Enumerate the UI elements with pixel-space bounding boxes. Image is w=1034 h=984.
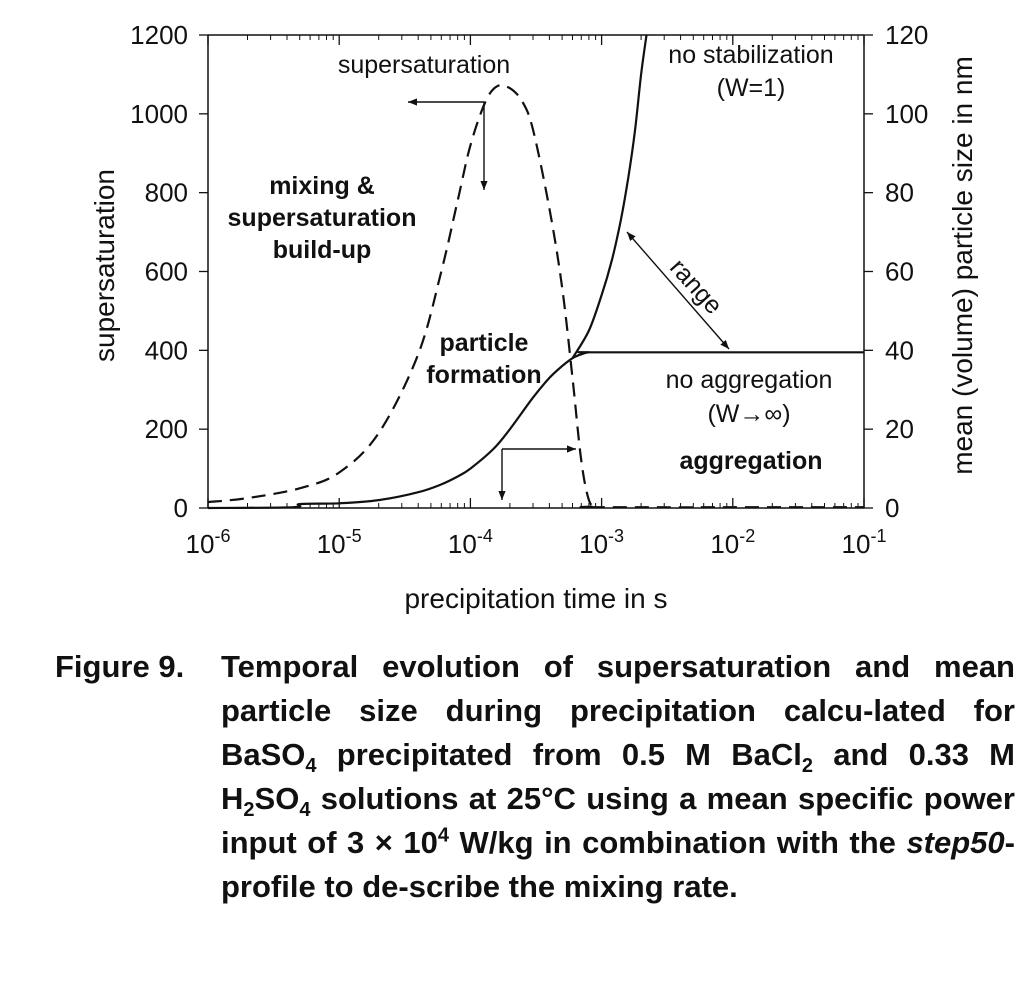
caption-part: 2 <box>243 799 255 822</box>
annotation-supersaturation: supersaturation <box>338 51 510 79</box>
y-left-tick-label: 1200 <box>130 20 188 50</box>
y-right-tick-label: 0 <box>885 493 899 523</box>
y-right-tick-label: 120 <box>885 20 928 50</box>
caption-part: -profile to de-scribe the mixing rate. <box>221 825 1015 904</box>
caption-part: SO <box>254 781 300 816</box>
y-left-tick-label: 200 <box>145 414 188 444</box>
y-left-tick-label: 600 <box>145 257 188 287</box>
caption-part: 4 <box>437 824 449 847</box>
annotation-no-stabilization-1: no stabilization <box>668 41 833 69</box>
annotation-range: range <box>664 254 728 320</box>
annotation-mixing-1: mixing & <box>269 172 375 200</box>
annotation-aggregation: aggregation <box>679 447 822 475</box>
annotation-particle-1: particle <box>440 329 529 357</box>
x-tick-label: 10-3 <box>579 526 624 559</box>
caption-part: Temporal evolution of supersaturation an… <box>221 649 1015 772</box>
caption-part: and 0.33 M H <box>221 737 1015 816</box>
y-right-tick-label: 60 <box>885 257 914 287</box>
caption-part: precipitated from 0.5 M BaCl <box>316 737 802 772</box>
range-double-arrow <box>626 231 730 350</box>
annotation-mixing-3: build-up <box>273 236 372 264</box>
caption-part: 2 <box>801 755 814 778</box>
annotation-no-aggregation-2: (W→∞) <box>707 400 790 428</box>
y-right-tick-label: 80 <box>885 178 914 208</box>
y-right-tick-label: 20 <box>885 414 914 444</box>
caption-part: 4 <box>305 755 317 778</box>
caption-label: Figure 9. <box>55 649 185 684</box>
annotation-mixing-2: supersaturation <box>228 204 417 232</box>
x-tick-label: 10-4 <box>448 526 493 559</box>
caption-part: W/kg in combination with the <box>449 825 907 860</box>
y-right-tick-label: 100 <box>885 99 928 129</box>
annotation-particle-2: formation <box>426 361 541 389</box>
y-right-tick-label: 40 <box>885 335 914 365</box>
x-tick-label: 10-1 <box>842 526 887 559</box>
caption-part: solutions at 25°C using a mean specific … <box>221 781 1015 860</box>
caption-text: Temporal evolution of supersaturation an… <box>221 645 1015 909</box>
supersaturation-curve <box>207 84 865 509</box>
caption-part: step50 <box>906 825 1005 860</box>
particle-size-no-aggregation-curve <box>207 351 864 510</box>
y-left-axis-label: supersaturation <box>89 169 120 362</box>
y-left-tick-label: 400 <box>145 335 188 365</box>
x-tick-label: 10-5 <box>317 526 362 559</box>
particle-size-no-stabilization-curve <box>571 34 648 359</box>
annotation-no-stabilization-2: (W=1) <box>717 74 786 102</box>
x-axis-label: precipitation time in s <box>404 583 667 614</box>
y-right-axis-label: mean (volume) particle size in nm <box>947 56 978 475</box>
caption-part: 4 <box>299 799 311 822</box>
y-left-tick-label: 0 <box>174 493 188 523</box>
x-tick-label: 10-2 <box>710 526 755 559</box>
y-left-tick-label: 800 <box>145 178 188 208</box>
y-left-tick-label: 1000 <box>130 99 188 129</box>
chart: 10-6 10-5 10-4 10-3 10-2 10-10200400600800100… <box>89 20 978 614</box>
annotation-no-aggregation-1: no aggregation <box>666 366 833 394</box>
x-tick-label: 10-6 <box>186 526 231 559</box>
